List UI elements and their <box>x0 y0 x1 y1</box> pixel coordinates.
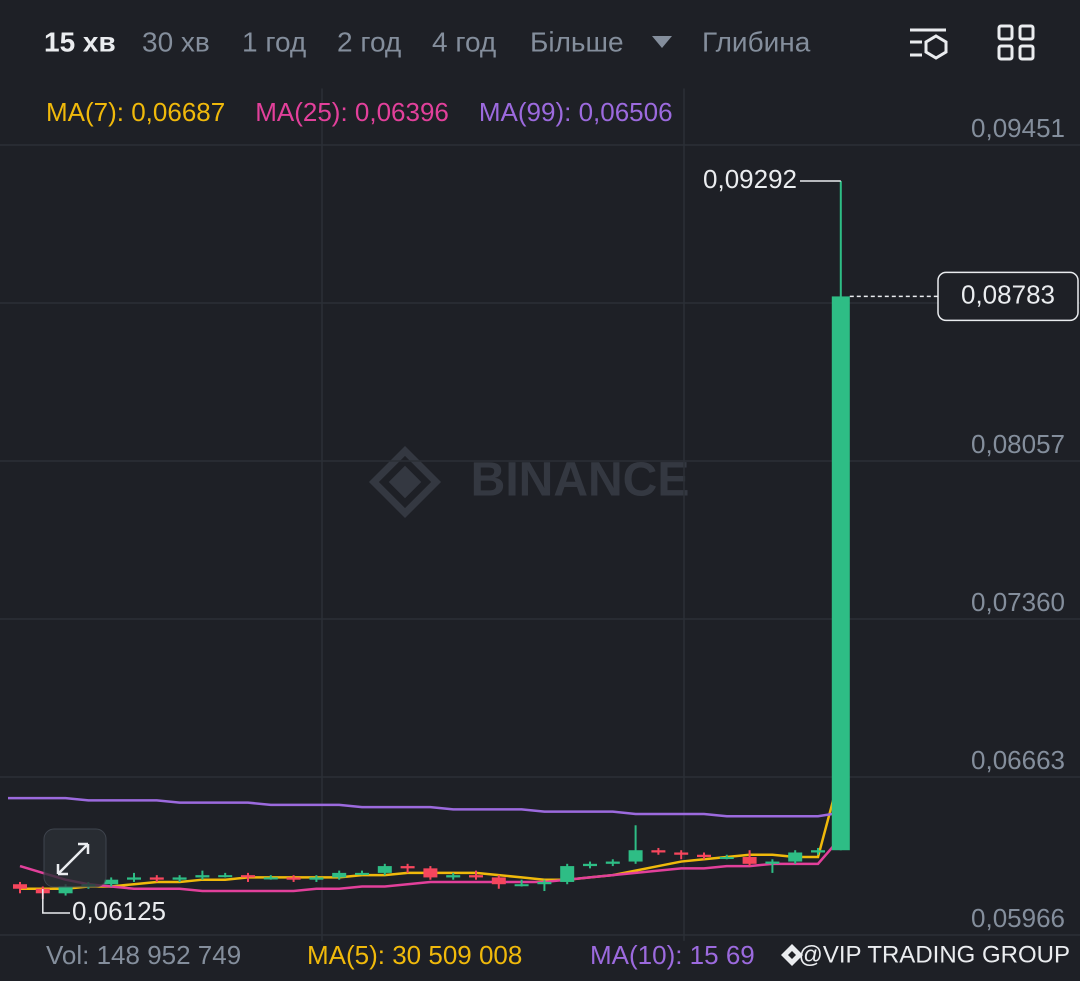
toolbar-icons <box>910 24 1035 61</box>
max-price-label: 0,09292 <box>703 164 797 194</box>
candle-body <box>628 850 643 862</box>
y-tick-label: 0,06663 <box>971 745 1065 775</box>
y-tick-label: 0,07360 <box>971 587 1065 617</box>
candle-body <box>332 872 347 878</box>
candle-body <box>218 875 233 878</box>
candle-body <box>514 884 529 887</box>
expand-button[interactable] <box>43 828 107 888</box>
candle-body <box>719 857 734 860</box>
ma-line <box>8 796 841 818</box>
candle-body <box>742 857 757 864</box>
candle-body <box>583 863 597 867</box>
candle-body <box>811 850 825 853</box>
candle-body <box>765 861 780 864</box>
candle-body <box>400 866 415 869</box>
interval-tab[interactable]: 15 хв <box>44 26 116 57</box>
candle-body <box>651 850 666 853</box>
interval-tab[interactable]: Більше <box>530 26 624 57</box>
y-tick-label: 0,05966 <box>971 903 1065 933</box>
candle-body <box>241 875 255 878</box>
ma-legend: MA(7): 0,06687 <box>46 97 225 127</box>
candle-body <box>263 877 278 880</box>
candle-body <box>697 854 711 858</box>
candle-body <box>446 875 461 878</box>
candle-body <box>788 852 803 862</box>
interval-tab[interactable]: 2 год <box>337 26 401 57</box>
min-leader <box>42 888 70 914</box>
interval-tab[interactable]: Глибина <box>702 26 811 57</box>
min-price-label: 0,06125 <box>72 896 166 926</box>
candle-body <box>377 866 392 873</box>
ma-legend: MA(25): 0,06396 <box>255 97 449 127</box>
settings-icon[interactable] <box>910 28 948 60</box>
interval-tab[interactable]: 4 год <box>432 26 496 57</box>
footer-logo <box>781 944 803 966</box>
candle-body <box>127 877 141 880</box>
layout-icon[interactable] <box>997 24 1035 61</box>
last-price-label: 0,08783 <box>961 279 1055 309</box>
interval-tab[interactable]: 1 год <box>242 26 306 57</box>
candle-body <box>491 877 506 885</box>
candle-body <box>286 877 301 880</box>
candle-body <box>58 886 73 894</box>
y-tick-label: 0,08057 <box>971 429 1065 459</box>
candle-body <box>355 872 369 875</box>
candle-body <box>104 879 119 885</box>
candle-body <box>149 877 164 880</box>
last-price-box <box>937 271 1079 322</box>
watermark-text: BINANCE <box>471 454 690 507</box>
footer-text: @VIP TRADING GROUP <box>798 941 1070 968</box>
candle-body <box>423 868 438 878</box>
interval-tab[interactable]: 30 хв <box>142 26 210 57</box>
candle-body <box>13 884 27 889</box>
candle-body <box>831 296 850 851</box>
ma-legend: MA(99): 0,06506 <box>479 97 673 127</box>
candle-body <box>469 875 483 878</box>
candle-body <box>195 875 210 878</box>
y-tick-label: 0,09451 <box>971 113 1065 143</box>
candle-body <box>537 881 552 885</box>
ma-line <box>19 836 842 893</box>
watermark: BINANCE <box>368 445 690 519</box>
candle-body <box>172 877 187 880</box>
footer-watermark: @VIP TRADING GROUP <box>781 941 1070 968</box>
dropdown-arrow <box>652 36 672 48</box>
candle-body <box>560 866 575 882</box>
candle-body <box>605 861 620 864</box>
volume-indicator: MA(10): 15 69 <box>590 940 755 970</box>
candle-body <box>309 877 324 880</box>
candle-body <box>674 852 689 855</box>
volume-indicator: Vol: 148 952 749 <box>46 940 241 970</box>
volume-indicator: MA(5): 30 509 008 <box>307 940 522 970</box>
